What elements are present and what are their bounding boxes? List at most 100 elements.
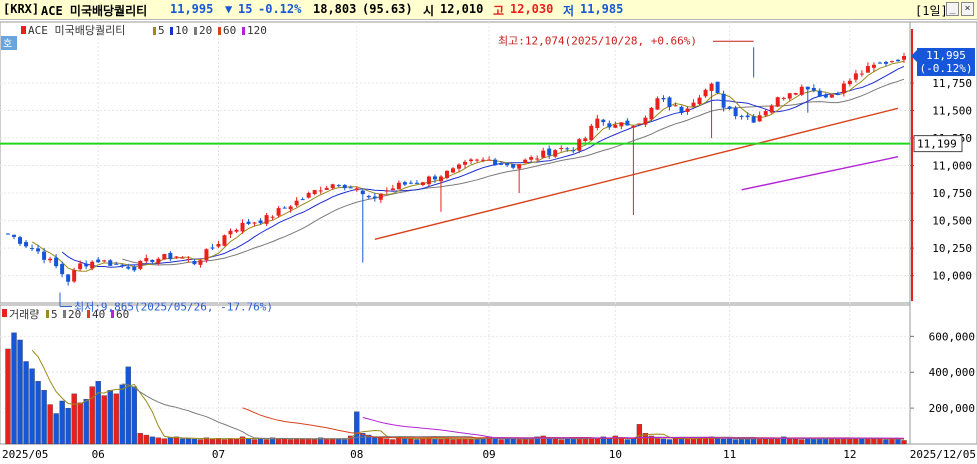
candle-body	[739, 115, 744, 117]
volume-bar	[817, 438, 823, 445]
candle-body	[120, 264, 125, 266]
candle-body	[264, 215, 269, 224]
volume-bar	[378, 437, 384, 445]
volume-bar	[35, 381, 41, 445]
close-button[interactable]: ×	[961, 2, 974, 16]
volume-bar	[318, 437, 324, 445]
price-tick-label: 10,250	[932, 242, 972, 255]
legend-ma-label: 60	[223, 24, 236, 37]
max-annotation: 최고:12,074(2025/10/28, +0.66%)	[498, 34, 697, 47]
price-tick-label: 10,500	[932, 215, 972, 228]
current-price-pointer	[911, 49, 917, 62]
volume-bar	[113, 393, 119, 445]
price-tick-label: 11,750	[932, 77, 972, 90]
candle-body	[300, 199, 305, 201]
volume-bar	[77, 402, 83, 445]
volume-bar	[877, 438, 883, 445]
min-annotation: 최저:9,865(2025/05/26, -17.76%)	[74, 301, 273, 314]
volume-bar	[552, 438, 558, 445]
volume-bar	[41, 390, 47, 445]
volume-bar	[281, 438, 288, 445]
volume-bar	[137, 433, 143, 445]
candle-body	[667, 97, 672, 108]
legend-ma-swatch	[242, 27, 245, 35]
candle-body	[114, 263, 119, 265]
x-axis-label: 2025/12/05	[910, 448, 976, 461]
volume-value: 18,803	[313, 2, 357, 16]
volume-bar	[726, 438, 733, 445]
volume-bar	[769, 438, 775, 445]
candle-body	[84, 263, 89, 267]
candle-body	[547, 148, 552, 156]
volume-bar	[468, 439, 474, 445]
candle-body	[126, 266, 131, 269]
volume-bar	[895, 438, 901, 445]
volume-bar	[125, 366, 131, 445]
legend-volume-ma-swatch	[63, 310, 66, 318]
candle-body	[180, 257, 185, 259]
candle-body	[450, 168, 455, 173]
volume-bar	[841, 438, 847, 445]
candle-body	[709, 83, 714, 91]
volume-bar	[257, 438, 264, 445]
candle-body	[841, 83, 846, 94]
candle-body	[463, 161, 468, 165]
candle-body	[66, 274, 71, 282]
candle-body	[42, 251, 47, 260]
volume-bar	[101, 395, 107, 445]
candle-body	[823, 94, 828, 98]
volume-bar	[221, 439, 228, 445]
volume-bar	[690, 438, 697, 445]
period-selector[interactable]: [1일]	[915, 4, 948, 18]
volume-bar	[59, 400, 65, 445]
volume-bar	[564, 438, 570, 445]
volume-bar	[390, 439, 396, 445]
volume-bar	[119, 384, 125, 445]
volume-ma60-line	[362, 417, 905, 439]
change-percent: -0.12%	[258, 2, 302, 16]
candle-body	[637, 123, 642, 125]
price-tick-label: 10,750	[932, 187, 972, 200]
candle-body	[228, 230, 233, 235]
candle-body	[366, 195, 371, 198]
candle-body	[673, 105, 678, 107]
candle-body	[186, 258, 191, 260]
x-axis-label: 11	[723, 448, 736, 461]
volume-bar	[414, 439, 420, 445]
volume-bar	[197, 439, 204, 445]
candle-body	[174, 256, 179, 258]
volume-bar	[630, 438, 637, 445]
volume-bar	[185, 438, 192, 445]
candle-body	[697, 97, 702, 105]
volume-bar	[336, 438, 342, 445]
candle-body	[487, 159, 492, 161]
price-volume-chart[interactable]: 10,00010,25010,50010,75011,00011,25011,5…	[0, 20, 977, 464]
candle-body	[895, 59, 900, 62]
volume-bar	[889, 438, 895, 445]
stock-name[interactable]: ACE 미국배당퀄리티	[41, 4, 148, 18]
legend-price-swatch	[21, 26, 26, 34]
volume-bar	[696, 438, 703, 445]
candle-body	[156, 258, 161, 264]
price-tick-label: 11,000	[932, 160, 972, 173]
price-tick-label: 11,500	[932, 104, 972, 117]
volume-bar	[745, 438, 751, 445]
candle-body	[102, 260, 107, 262]
candle-body	[757, 115, 762, 122]
volume-bar	[312, 439, 318, 445]
candle-body	[829, 94, 834, 98]
candle-body	[883, 61, 888, 64]
candle-body	[775, 97, 780, 107]
volume-bar	[865, 438, 871, 445]
volume-bar	[757, 438, 763, 445]
legend-volume-ma-label: 40	[92, 308, 105, 321]
candle-body	[565, 148, 570, 150]
candle-body	[835, 94, 840, 96]
candle-body	[889, 61, 894, 63]
volume-bar	[498, 439, 504, 445]
minimize-button[interactable]: _	[946, 2, 959, 16]
volume-bar	[636, 424, 643, 445]
legend-ma-label: 20	[199, 24, 212, 37]
volume-bar	[648, 435, 655, 445]
candle-body	[871, 64, 876, 68]
